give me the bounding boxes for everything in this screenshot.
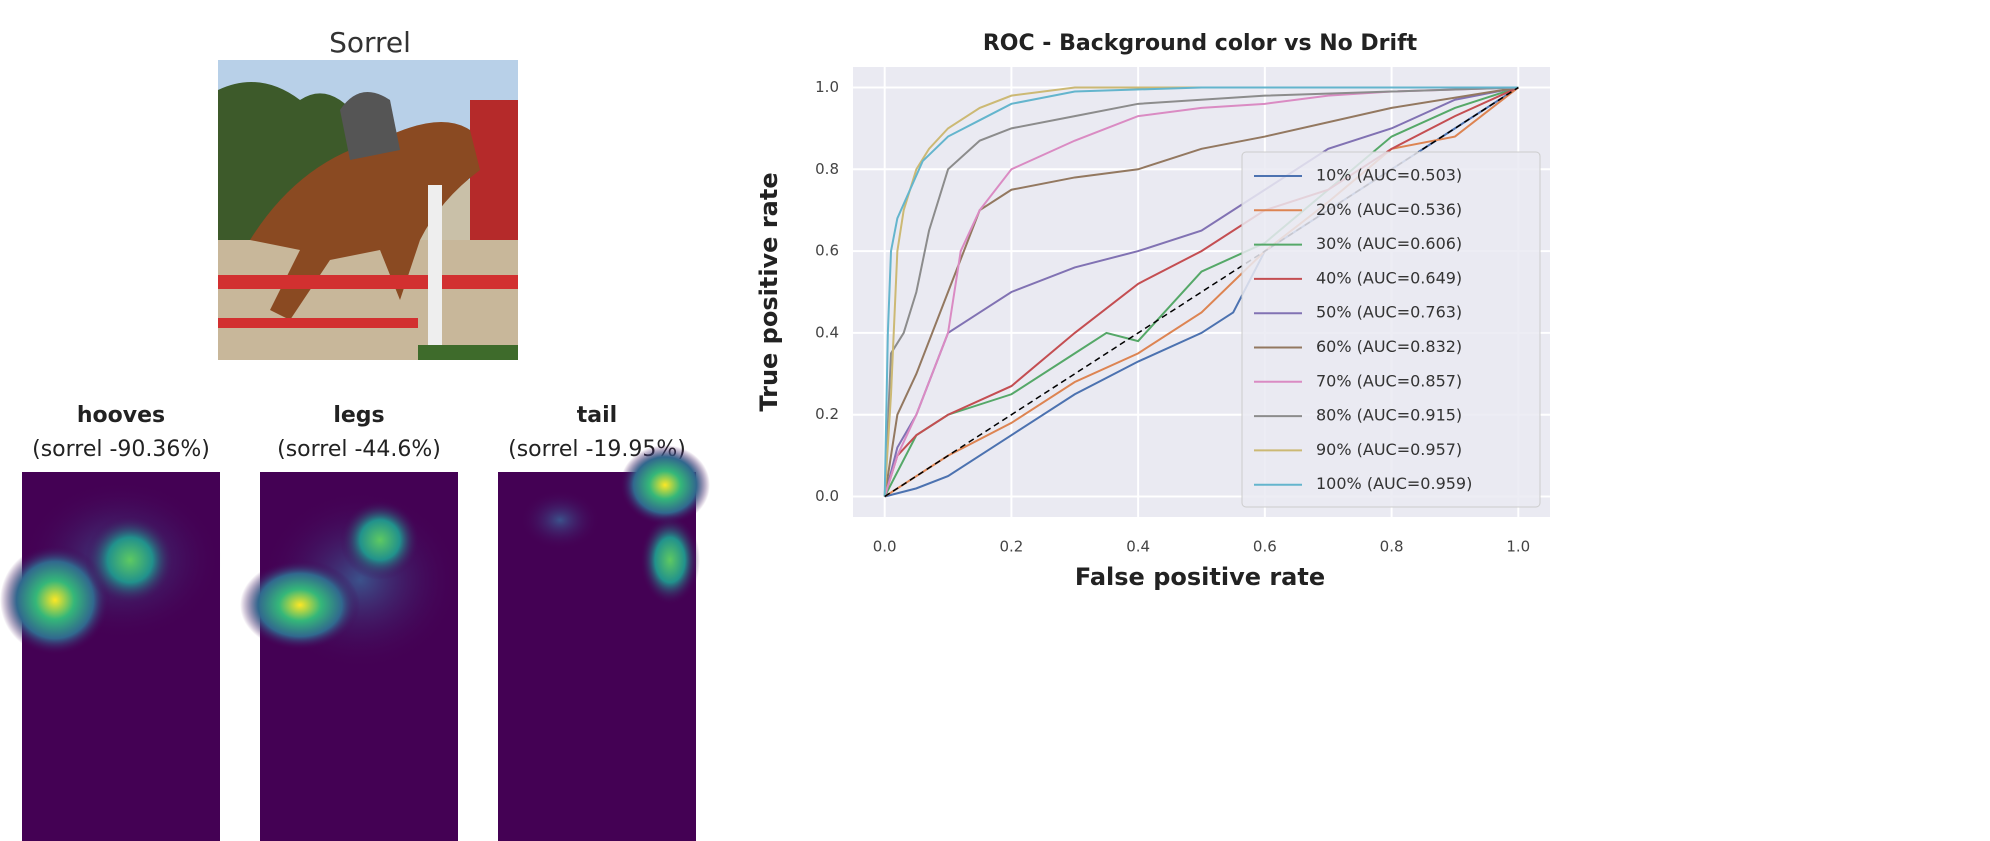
x-tick-label: 1.0 <box>1506 538 1530 556</box>
roc-curve <box>883 86 1519 497</box>
x-tick-label: 0.8 <box>1380 538 1404 556</box>
photo <box>218 60 518 360</box>
curves <box>883 86 1519 498</box>
legend-label: 70% (AUC=0.857) <box>1316 371 1462 390</box>
legend-label: 50% (AUC=0.763) <box>1316 303 1462 322</box>
legend-label: 60% (AUC=0.832) <box>1316 337 1462 356</box>
chance-line <box>884 86 1519 498</box>
legend-label: 100% (AUC=0.959) <box>1316 474 1472 493</box>
x-axis-label: False positive rate <box>1075 563 1325 591</box>
x-tick-label: 0.4 <box>1126 538 1150 556</box>
legend-label: 10% (AUC=0.503) <box>1316 166 1462 185</box>
x-tick-label: 0.6 <box>1253 538 1277 556</box>
legend-label: 30% (AUC=0.606) <box>1316 234 1462 253</box>
heatmap-label: tail <box>577 403 617 428</box>
roc-curve <box>883 86 1519 497</box>
heatmap-score: (sorrel -44.6%) <box>277 437 441 462</box>
heatmap-label: legs <box>333 403 384 428</box>
y-tick-label: 0.2 <box>815 405 839 423</box>
y-tick-label: 0.4 <box>815 323 839 341</box>
legend-box <box>1241 151 1541 508</box>
heatmap-label: hooves <box>77 403 165 428</box>
roc-curve <box>883 86 1519 497</box>
chart-title: ROC - Background color vs No Drift <box>983 31 1418 56</box>
x-tick-label: 0.0 <box>873 538 897 556</box>
y-tick-label: 0.8 <box>815 160 839 178</box>
y-tick-label: 0.6 <box>815 242 839 260</box>
legend-label: 40% (AUC=0.649) <box>1316 268 1462 287</box>
heatmap-score: (sorrel -90.36%) <box>32 437 210 462</box>
heatmap <box>240 472 460 841</box>
heatmap <box>0 472 221 841</box>
y-axis-label: True positive rate <box>755 172 783 411</box>
legend-label: 20% (AUC=0.536) <box>1316 200 1462 219</box>
y-tick-label: 1.0 <box>815 78 839 96</box>
roc-curve <box>883 86 1519 497</box>
heatmap-titles: hooves legs tail <box>77 403 617 428</box>
legend-label: 80% (AUC=0.915) <box>1316 406 1462 425</box>
legend: 10% (AUC=0.503) 20% (AUC=0.536) 30% (AUC=0… <box>1241 151 1541 508</box>
image-title: Sorrel <box>329 26 411 59</box>
roc-curve <box>883 86 1519 497</box>
x-tick-label: 0.2 <box>999 538 1023 556</box>
legend-label: 90% (AUC=0.957) <box>1316 440 1462 459</box>
roc-curve <box>884 86 1519 498</box>
y-tick-label: 0.0 <box>815 487 839 505</box>
roc-curve <box>883 86 1519 497</box>
heatmap <box>498 445 710 841</box>
